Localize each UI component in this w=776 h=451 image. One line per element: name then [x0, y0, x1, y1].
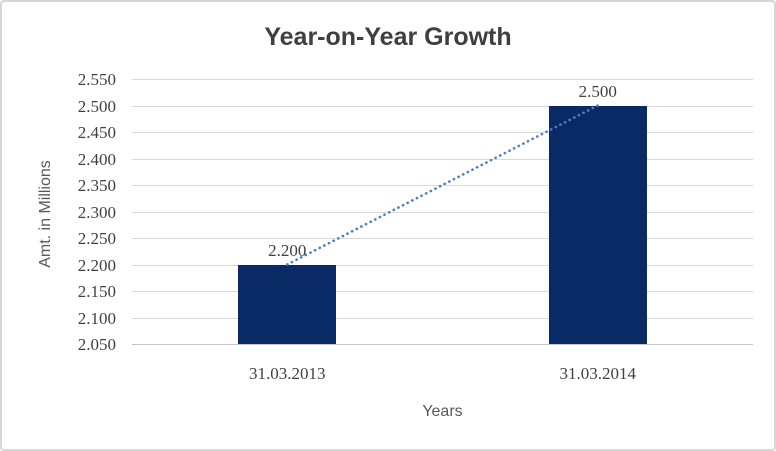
bar-data-label: 2.500: [578, 81, 617, 101]
chart-title: Year-on-Year Growth: [264, 23, 512, 51]
x-axis-title: Years: [422, 403, 463, 420]
gridline: [132, 158, 753, 160]
gridline: [132, 79, 753, 80]
gridline: [132, 185, 753, 186]
y-tick-label: 2.150: [77, 282, 116, 301]
gridline: [132, 291, 753, 292]
y-tick-label: 2.550: [77, 70, 116, 89]
y-tick-label: 2.350: [77, 176, 116, 195]
y-tick-label: 2.400: [77, 149, 116, 169]
y-tick-label: 2.250: [77, 229, 116, 248]
gridline: [132, 264, 753, 266]
gridline: [132, 211, 753, 213]
plot-area: 2.200 2.500: [132, 79, 753, 345]
x-category-label: 31.03.2014: [559, 364, 637, 383]
bar-31.03.2014: [548, 105, 647, 344]
gridline: [132, 238, 753, 239]
gridline: [132, 317, 753, 319]
y-tick-label: 2.500: [77, 96, 116, 116]
bar-data-label: 2.200: [268, 240, 307, 260]
y-tick-label: 2.050: [77, 335, 116, 354]
y-tick-label: 2.100: [77, 308, 116, 328]
gridline: [132, 132, 753, 133]
gridline: [132, 105, 753, 107]
y-tick-label: 2.450: [77, 123, 116, 142]
bar-31.03.2013: [238, 264, 337, 344]
y-tick-label: 2.300: [77, 202, 116, 222]
y-tick-label: 2.200: [77, 255, 116, 275]
x-category-label: 31.03.2013: [249, 364, 326, 383]
